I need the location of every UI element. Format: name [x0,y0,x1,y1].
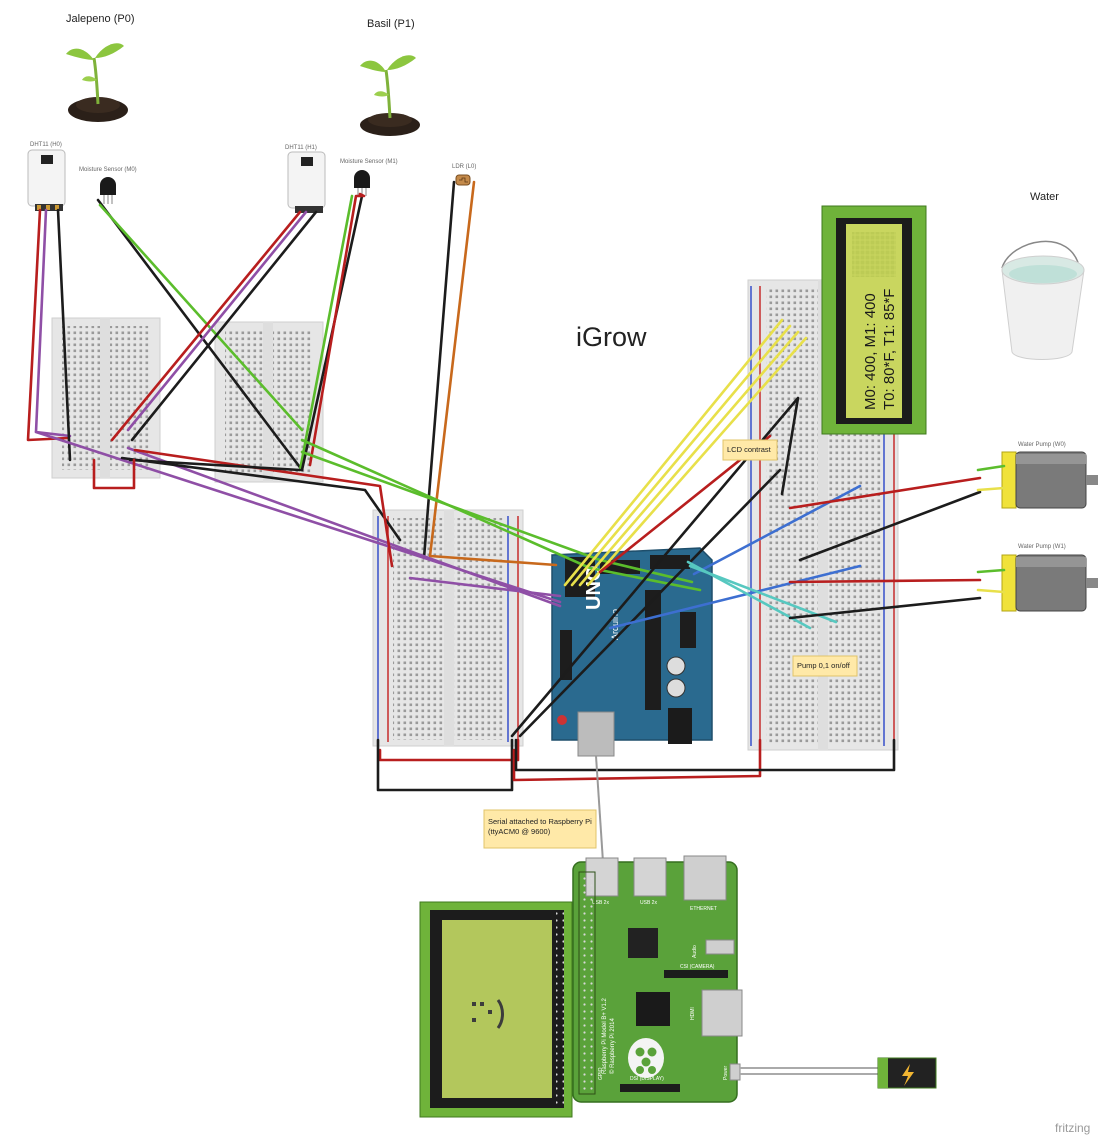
note-pump-buttons: Pump 0,1 on/off [792,655,858,677]
dht11-sensor-h0: DHT11 (H0) [27,142,66,211]
wire-black-18 [120,456,402,542]
moisture-sensor-m0: Moisture Sensor (M0) [79,167,137,204]
pi-gpio-label: GPIO [598,1067,604,1080]
wire-black-39 [514,738,896,772]
water-pump-w1: Water Pump (W1) [1001,544,1098,612]
wire-red-38 [512,738,762,782]
wire-yellow-42 [976,486,1006,492]
wire-red-10 [308,192,366,467]
wire-green-13 [300,438,702,592]
note-serial-line-1: Serial attached to Raspberry Pi [488,817,592,826]
wire-red-5 [110,210,302,442]
ldr-label: LDR (L0) [452,164,476,170]
note-lcd-contrast-text: LCD contrast [727,445,772,454]
note-lcd-contrast: LCD contrast [722,439,778,461]
wire-black-35 [788,596,982,620]
pi-hdmi-label: HDMI [690,1007,696,1020]
pi-audio-label: Audio [692,945,698,958]
lightning-icon [902,1064,914,1086]
arduino-brand-text: Arduino [610,609,620,640]
diagram-title: iGrow [576,322,647,352]
water-pump-w0-label: Water Pump (W0) [1018,442,1066,448]
pi-ethernet-label: ETHERNET [690,906,717,912]
wire-black-33 [798,490,982,562]
pi-usb-label-1: USB 2x [592,900,609,906]
plant-label-p0: Jalepeno (P0) [66,13,135,25]
note-serial-line-2: (ttyACM0 @ 9600) [488,827,551,836]
note-pump-buttons-text: Pump 0,1 on/off [797,661,851,670]
wire-yellow-21 [563,318,784,587]
lcd-16x2-display: M0: 400, M1: 400 T0: 80*F, T1: 85*F [821,205,927,435]
wire-black-2 [56,208,72,462]
pi-model-line-1: Raspberry Pi Model B+ V1.2 [602,997,608,1074]
wire-green-41 [976,464,1006,472]
wire-yellow-44 [976,588,1006,594]
breadboard-2 [214,321,324,483]
wire-yellow-24 [586,336,808,587]
pi-usb-label-2: USB 2x [640,900,657,906]
dht11-h1-label: DHT11 (H1) [285,145,317,151]
graphic-lcd-display [419,901,573,1118]
breadboard-main [372,509,524,747]
wire-purple-16 [34,430,562,604]
raspberry-logo-icon [628,1038,664,1078]
wire-green-43 [976,568,1006,574]
wire-blue-29 [608,564,862,630]
wire-purple-17 [408,576,562,598]
lcd-line-2: T0: 80*F, T1: 85*F [881,289,898,410]
power-jack [877,1057,937,1089]
wire-black-26 [518,468,782,738]
moisture-m0-label: Moisture Sensor (M0) [79,167,137,173]
wire-red-40 [92,458,136,490]
moisture-m1-label: Moisture Sensor (M1) [340,159,398,165]
dht11-h0-label: DHT11 (H0) [30,142,62,148]
pi-power-label: Power [723,1065,729,1080]
pi-model-line-2: © Raspberry Pi 2014 [609,1018,616,1074]
lcd-line-1: M0: 400, M1: 400 [862,293,879,410]
wire-green-8 [298,194,354,472]
fritzing-watermark: fritzing [1055,1121,1090,1135]
wire-red-34 [788,578,982,584]
wire-red-36 [378,738,520,762]
wire-black-27 [510,396,800,738]
note-serial: Serial attached to Raspberry Pi (ttyACM0… [483,809,597,849]
ldr-sensor: LDR (L0) [452,164,476,186]
wire-teal-31 [688,564,838,624]
plant-basil: Basil (P1) [360,18,420,136]
water-bucket: Water [1001,191,1085,360]
wire-orange-12 [428,180,558,567]
dht11-sensor-h1: DHT11 (H1) [285,145,326,213]
wire-green-4 [98,203,304,432]
arduino-uno-board: UNO Arduino [551,547,713,757]
water-pump-w1-label: Water Pump (W1) [1018,544,1066,550]
water-pump-w0: Water Pump (W0) [1001,442,1098,509]
plant-jalepeno: Jalepeno (P0) [66,13,135,122]
wire-black-37 [376,738,514,792]
raspberry-pi-board: USB 2x USB 2x ETHERNET HDMI Audio CSI (C… [572,855,743,1103]
wire-yellow-22 [570,324,792,587]
wires-layer [26,180,1006,792]
plant-label-p1: Basil (P1) [367,18,415,30]
wire-black-20 [128,458,302,472]
pi-display-label: DSI (DISPLAY) [630,1076,664,1082]
wire-red-32 [788,476,982,510]
moisture-sensor-m1: Moisture Sensor (M1) [340,159,398,196]
water-label: Water [1030,191,1059,203]
wire-red-19 [133,448,394,568]
wire-black-7 [130,210,318,442]
wire-purple-6 [126,210,308,432]
wire-yellow-23 [578,330,800,587]
pi-camera-label: CSI (CAMERA) [680,964,715,970]
